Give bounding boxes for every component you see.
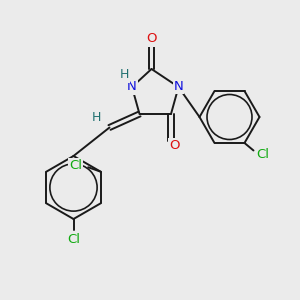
Text: O: O — [146, 32, 157, 46]
Text: Cl: Cl — [67, 233, 80, 246]
Text: O: O — [169, 139, 179, 152]
Text: H: H — [91, 111, 101, 124]
Text: N: N — [174, 80, 183, 93]
Text: Cl: Cl — [69, 159, 82, 172]
Text: Cl: Cl — [256, 148, 270, 161]
Text: N: N — [127, 80, 137, 94]
Text: H: H — [120, 68, 129, 82]
